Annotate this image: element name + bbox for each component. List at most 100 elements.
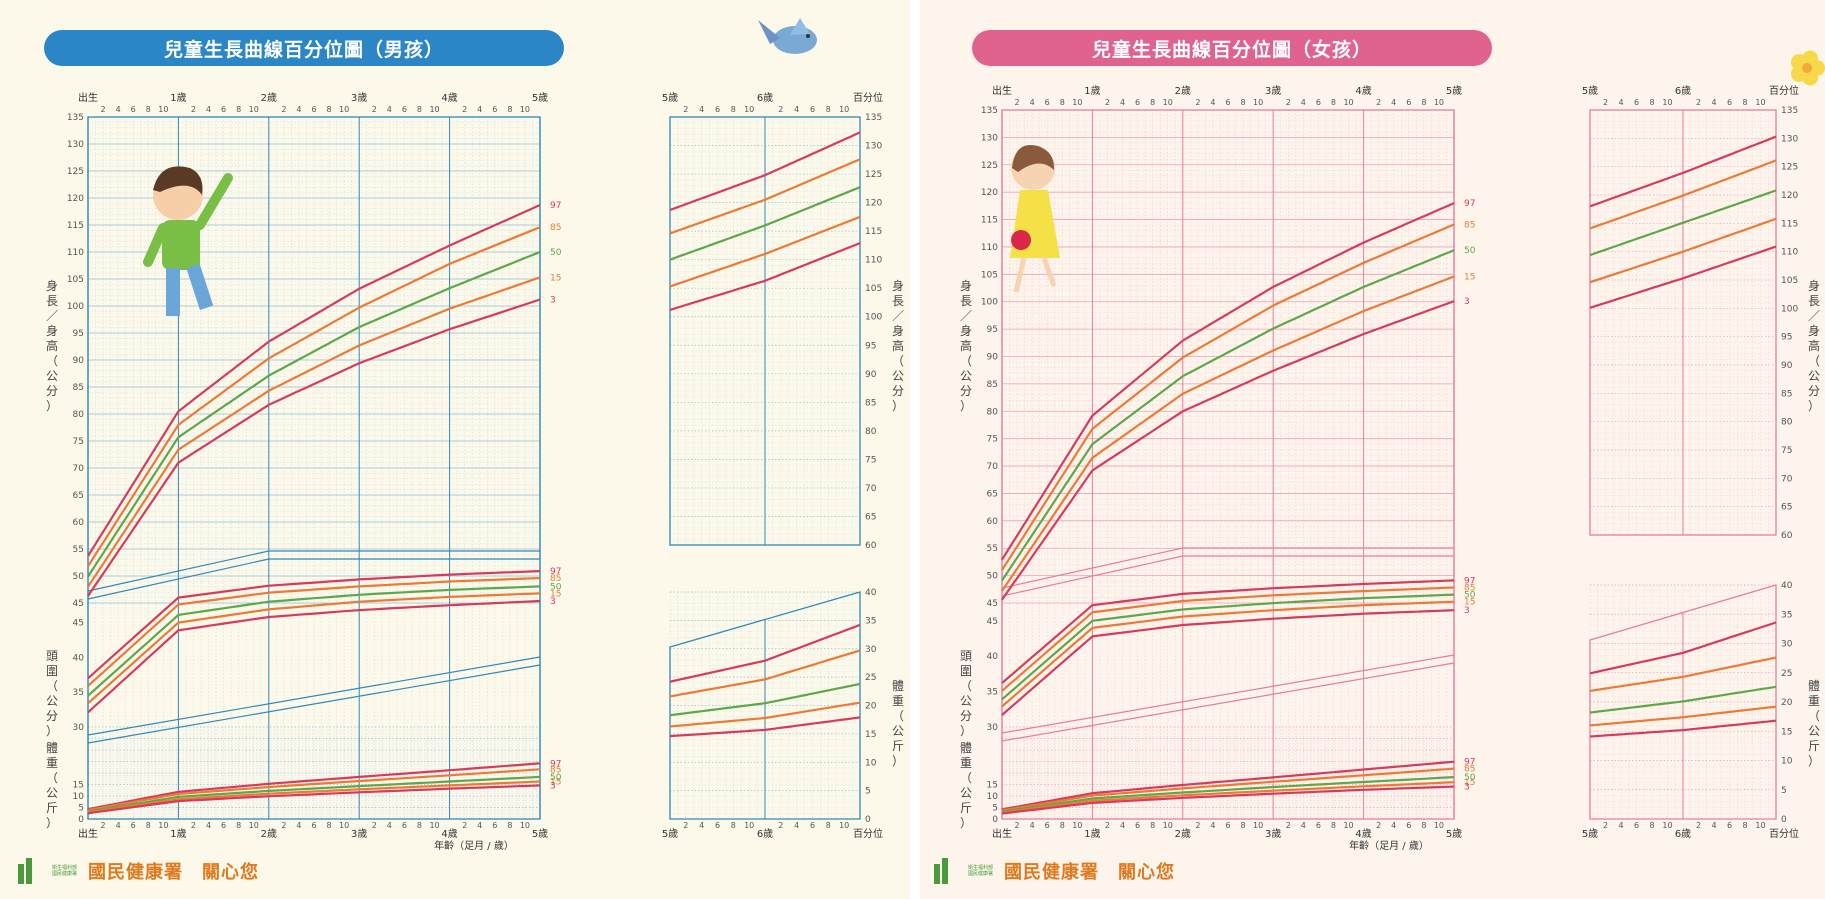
y-axis-label-weight: 重 (960, 756, 972, 770)
y-tick-label: 80 (865, 427, 877, 437)
month-tick-label: 2 (372, 105, 377, 114)
bottom-age-label: 百分位 (853, 827, 883, 840)
bird-icon (758, 18, 817, 54)
y-tick-label: 40 (865, 588, 877, 598)
y-axis-label-height: ／ (960, 309, 972, 323)
y-tick-label: 80 (987, 407, 999, 417)
y-axis-label-height-right: 長 (892, 294, 904, 308)
top-age-label: 出生 (992, 84, 1012, 97)
percentile-label: 97 (1464, 576, 1475, 586)
month-tick-label: 10 (1434, 98, 1444, 107)
y-axis-label-height-right: 公 (892, 369, 904, 383)
y-axis-label-height-right: 身 (1808, 278, 1820, 293)
y-axis-label-height-right: （ (1808, 354, 1820, 368)
percentile-label: 85 (550, 574, 561, 584)
bottom-age-label: 2歲 (1175, 827, 1191, 840)
weight-curve-85 (87, 768, 541, 812)
month-tick-label: 4 (116, 821, 121, 830)
month-tick-label: 10 (1072, 821, 1082, 830)
y-tick-label: 65 (73, 491, 84, 501)
height-curve-right-3 (669, 242, 861, 311)
percentile-label: 3 (550, 597, 556, 607)
month-tick-label: 4 (477, 821, 482, 830)
weight-curve-right-15 (1589, 705, 1777, 727)
top-age-label: 6歲 (1675, 84, 1691, 97)
month-tick-label: 8 (327, 105, 332, 114)
y-axis-label-head: （ (960, 679, 972, 693)
y-tick-label: 40 (1781, 581, 1793, 591)
month-tick-label: 6 (1225, 98, 1230, 107)
percentile-label: 50 (1464, 246, 1476, 256)
y-axis-label-head: 公 (960, 694, 972, 708)
y-tick-label: 35 (1781, 610, 1792, 620)
y-axis-label-weight: 斤 (960, 801, 972, 815)
y-axis-label-height-right: 高 (892, 338, 904, 353)
flower-icon (1790, 50, 1825, 86)
height-curve-15 (268, 276, 541, 392)
height-curve-50 (87, 374, 270, 578)
percentile-label: 85 (550, 223, 561, 233)
weight-curve-right-85 (1589, 656, 1777, 692)
percentile-label: 97 (1464, 199, 1475, 209)
y-tick-label: 20 (865, 702, 877, 712)
percentile-label: 85 (550, 765, 561, 775)
y-tick-label: 60 (865, 541, 877, 551)
month-tick-label: 8 (236, 105, 241, 114)
y-axis-label-height: ） (960, 399, 972, 413)
weight-curve-15 (1001, 781, 1455, 814)
head-curve-3 (87, 599, 541, 714)
percentile-label: 3 (550, 296, 556, 306)
weight-curve-right-85 (669, 649, 861, 698)
left-chart-frame (87, 116, 541, 820)
month-tick-label: 8 (417, 105, 422, 114)
y-tick-label: 15 (987, 781, 998, 791)
y-axis-label-height-right: 身 (892, 278, 904, 293)
y-axis-label-height-right: 身 (1808, 323, 1820, 338)
y-axis-label-height: 高 (960, 338, 972, 353)
month-tick-label: 2 (1696, 98, 1701, 107)
y-tick-label: 80 (73, 410, 85, 420)
y-tick-label: 135 (1781, 106, 1798, 116)
y-axis-label-weight-right: 重 (1808, 694, 1820, 708)
month-tick-label: 2 (1696, 821, 1701, 830)
girl-illustration-icon (1010, 144, 1060, 293)
head-curve-85 (1001, 586, 1455, 692)
y-tick-label: 35 (73, 688, 84, 698)
month-tick-label: 8 (1649, 821, 1654, 830)
y-axis-label-head: （ (46, 679, 58, 693)
y-axis-label-head: 頭 (960, 649, 972, 663)
month-tick-label: 4 (699, 821, 704, 830)
y-tick-label: 0 (1781, 815, 1787, 825)
bottom-age-label: 4歲 (1355, 827, 1371, 840)
y-tick-label: 60 (987, 517, 999, 527)
health-bureau-logo-icon (934, 858, 960, 884)
month-tick-label: 8 (1331, 821, 1336, 830)
y-tick-label: 5 (865, 787, 871, 797)
month-tick-label: 8 (1150, 98, 1155, 107)
x-axis-label: 年齡（足月 / 歲） (1349, 839, 1429, 852)
y-axis-label-weight: （ (46, 771, 58, 785)
y-axis-label-weight-right: 公 (1808, 724, 1820, 738)
height-curve-50 (1001, 375, 1184, 582)
month-tick-label: 6 (1045, 98, 1050, 107)
month-tick-label: 4 (1120, 821, 1125, 830)
y-axis-label-height-right: ） (892, 399, 904, 413)
y-tick-label: 20 (1781, 698, 1793, 708)
bottom-age-label: 5歲 (662, 827, 678, 840)
head-curve-15 (1001, 600, 1455, 708)
month-tick-label: 6 (1634, 821, 1639, 830)
y-tick-label: 85 (73, 383, 84, 393)
y-tick-label: 35 (987, 688, 998, 698)
y-tick-label: 0 (992, 815, 998, 825)
y-tick-label: 90 (865, 370, 877, 380)
month-tick-label: 10 (249, 821, 259, 830)
month-tick-label: 8 (1421, 98, 1426, 107)
height-curve-3 (1001, 410, 1184, 601)
month-tick-label: 10 (1343, 98, 1353, 107)
girl-chart-title: 兒童生長曲線百分位圖（女孩） (972, 30, 1492, 66)
month-tick-label: 6 (1135, 98, 1140, 107)
footer-slogan: 國民健康署 關心您 (88, 862, 259, 883)
weight-curve-right-97 (669, 623, 861, 683)
month-tick-label: 4 (1618, 98, 1623, 107)
percentile-label: 85 (1464, 765, 1475, 775)
